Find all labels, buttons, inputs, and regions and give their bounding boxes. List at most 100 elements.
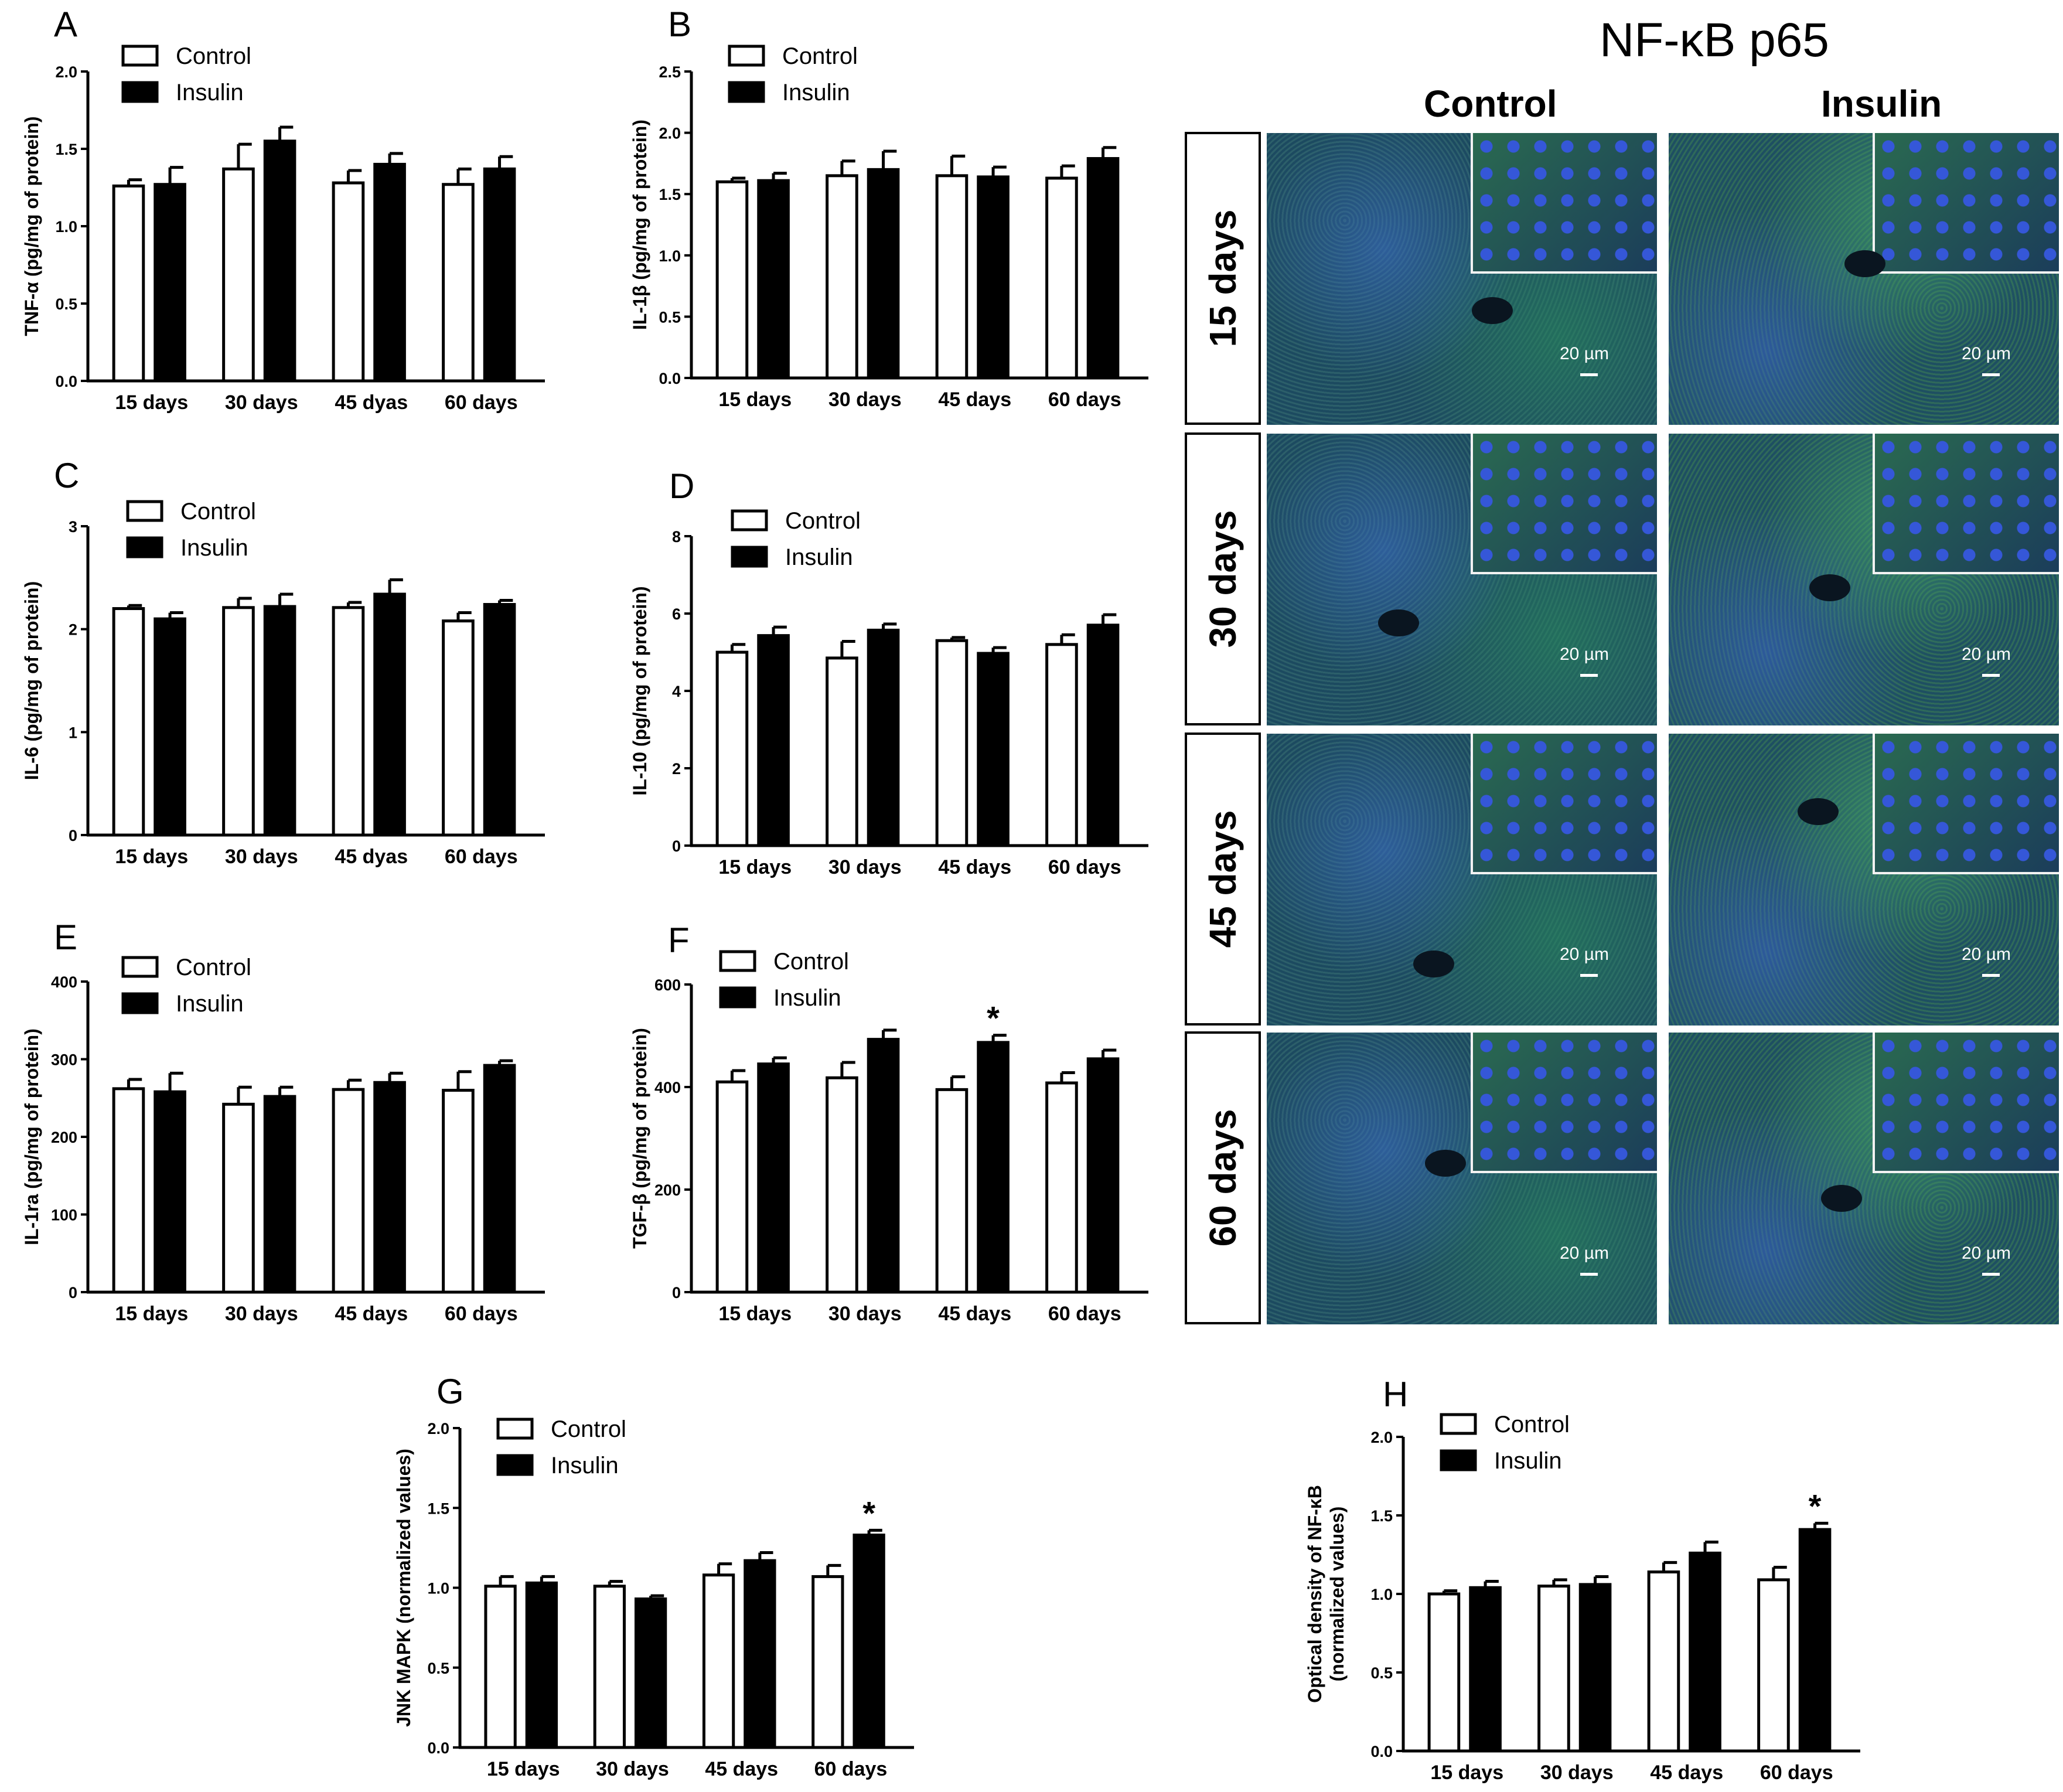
- legend-swatch-control: [731, 509, 768, 532]
- scale-bar: [1982, 974, 2000, 977]
- panel-letter: D: [669, 466, 694, 506]
- y-axis-label: IL-10 (pg/mg of protein): [629, 586, 650, 795]
- vessel-lumen: [1413, 950, 1454, 977]
- x-tick-label: 30 days: [828, 389, 902, 411]
- micrograph-row-label: 45 days: [1185, 733, 1261, 1026]
- legend-swatch-control: [121, 45, 159, 67]
- bar-insulin: [1578, 1583, 1612, 1753]
- micrograph-insulin-30-days: 20 µm: [1668, 432, 2060, 727]
- panel-letter: H: [1383, 1375, 1408, 1414]
- scale-bar: [1580, 373, 1598, 376]
- y-tick-label: 0.5: [427, 1660, 449, 1677]
- bar-control: [826, 656, 858, 847]
- micrograph-control-45-days: 20 µm: [1266, 733, 1658, 1027]
- scale-bar-label: 20 µm: [1560, 945, 1609, 964]
- bar-control: [332, 1088, 365, 1294]
- bar-control: [826, 174, 858, 380]
- micrograph-row-label: 30 days: [1185, 432, 1261, 725]
- bar-insulin: [634, 1597, 667, 1749]
- bar-insulin: [853, 1534, 885, 1749]
- bar-insulin: [373, 162, 406, 383]
- legend-label: Insulin: [782, 80, 850, 105]
- y-tick-label: 0: [672, 837, 681, 855]
- bar-control: [442, 183, 475, 383]
- x-tick-label: 60 days: [1048, 389, 1121, 411]
- scale-bar: [1580, 1273, 1598, 1276]
- scale-bar-label: 20 µm: [1962, 344, 2011, 363]
- x-tick-label: 45 dyas: [335, 391, 408, 414]
- micrograph-insulin-60-days: 20 µm: [1668, 1031, 2060, 1326]
- bar-insulin: [1086, 624, 1120, 847]
- x-tick-label: 15 days: [115, 391, 188, 414]
- bar-insulin: [263, 1095, 296, 1294]
- chart-panel-c: C 0 1 2 3 IL-6 (pg/mg of protein) 15 days 30 da…: [21, 456, 545, 868]
- bar-insulin: [373, 1081, 406, 1294]
- y-tick-label: 2.0: [1370, 1429, 1393, 1446]
- scale-bar: [1982, 373, 2000, 376]
- micrograph-inset: [1873, 1033, 2059, 1173]
- y-tick-label: 2: [69, 621, 77, 639]
- y-axis-label: TGF-β (pg/mg of protein): [629, 1028, 650, 1249]
- panel-letter: A: [54, 5, 77, 44]
- bar-insulin: [154, 183, 186, 383]
- micrograph-row-label: 15 days: [1185, 132, 1261, 425]
- x-tick-label: 30 days: [596, 1758, 669, 1780]
- bar-insulin: [757, 634, 790, 847]
- micrograph-inset: [1873, 434, 2059, 574]
- micrograph-insulin-45-days: 20 µm: [1668, 733, 2060, 1027]
- y-tick-label: 400: [654, 1079, 681, 1096]
- y-tick-label: 0.5: [1370, 1664, 1393, 1682]
- bar-control: [112, 184, 145, 383]
- y-tick-label: 0.0: [659, 370, 681, 387]
- legend-swatch-control: [126, 500, 163, 522]
- micrograph-row-label-text: 45 days: [1202, 810, 1244, 948]
- bar-control: [1045, 1081, 1078, 1294]
- vessel-lumen: [1425, 1150, 1466, 1177]
- significance-marker: *: [987, 1000, 1000, 1037]
- micrograph-inset: [1873, 133, 2059, 274]
- x-tick-label: 30 days: [225, 1303, 298, 1325]
- y-axis-label: (normalized values): [1327, 1507, 1348, 1682]
- micrograph-inset: [1471, 434, 1657, 574]
- x-tick-label: 15 days: [1430, 1762, 1503, 1784]
- chart-panel-b: B 0.0 0.5 1.0 1.5 2.0 2.5 IL-1β (pg/mg of prote…: [629, 5, 1148, 411]
- legend-swatch-insulin: [1440, 1449, 1477, 1471]
- legend-label: Control: [176, 43, 251, 69]
- x-tick-label: 45 days: [938, 856, 1011, 878]
- bar-insulin: [977, 1041, 1010, 1294]
- chart-panel-d: D 0 2 4 6 8 IL-10 (pg/mg of protein) 15 days 30 …: [629, 466, 1148, 878]
- panel-letter: G: [437, 1372, 464, 1411]
- legend-swatch-insulin: [496, 1454, 534, 1476]
- micrograph-title: NF-κB p65: [1600, 13, 1829, 67]
- y-tick-label: 0.5: [659, 308, 681, 326]
- bar-insulin: [867, 168, 900, 380]
- y-tick-label: 2: [672, 760, 681, 778]
- bar-control: [442, 619, 475, 837]
- legend-swatch-insulin: [719, 986, 756, 1009]
- y-axis-label: IL-6 (pg/mg of protein): [21, 581, 42, 781]
- y-tick-label: 300: [51, 1051, 77, 1069]
- bar-insulin: [1086, 1057, 1120, 1294]
- scale-bar-label: 20 µm: [1560, 1244, 1609, 1263]
- micrograph-column-control: Control: [1424, 83, 1557, 125]
- bar-insulin: [744, 1559, 776, 1749]
- scale-bar: [1982, 1273, 2000, 1276]
- legend-swatch-insulin: [728, 81, 765, 103]
- legend-swatch-control: [728, 45, 765, 67]
- scale-bar-label: 20 µm: [1560, 645, 1609, 664]
- bar-control: [112, 1087, 145, 1294]
- bar-control: [715, 180, 749, 380]
- y-axis-label: JNK MAPK (normalized values): [393, 1449, 414, 1727]
- legend-swatch-insulin: [731, 546, 768, 568]
- legend-label: Control: [180, 499, 256, 524]
- chart-panel-f: F 0 200 400 600 TGF-β (pg/mg of protein) 15 da…: [629, 921, 1148, 1325]
- x-tick-label: 30 days: [225, 846, 298, 868]
- y-tick-label: 2.5: [659, 63, 681, 81]
- scale-bar-label: 20 µm: [1962, 1244, 2011, 1263]
- bar-control: [702, 1573, 735, 1749]
- vessel-lumen: [1844, 250, 1885, 277]
- y-tick-label: 1.5: [659, 186, 681, 203]
- legend-swatch-insulin: [121, 81, 159, 103]
- bar-control: [222, 167, 255, 383]
- bar-insulin: [977, 175, 1010, 380]
